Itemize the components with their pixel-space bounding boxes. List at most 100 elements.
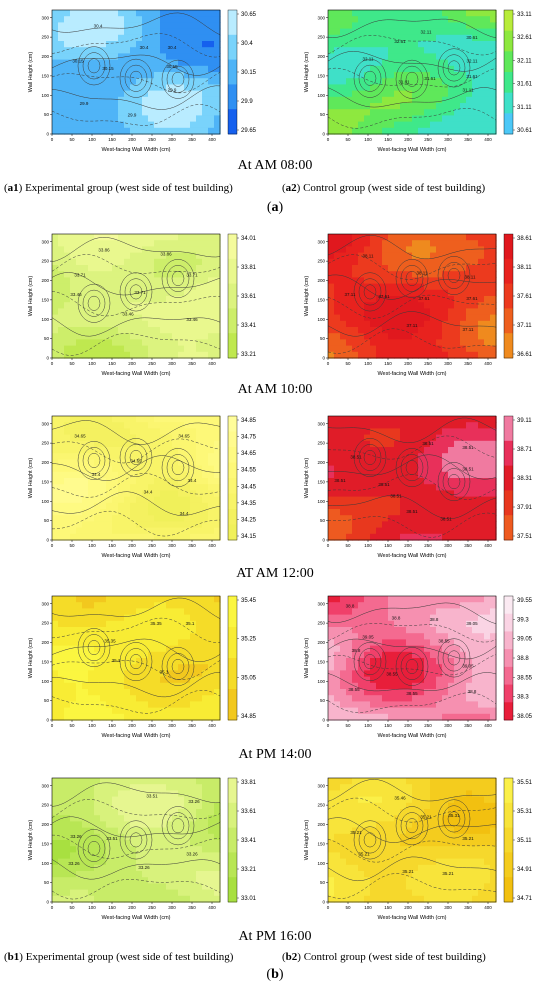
y-tick-label: 300 <box>317 421 325 426</box>
x-axis-label: West-facing Wall Width (cm) <box>377 371 446 377</box>
caption-b1: (b1) Experimental group (west side of te… <box>4 951 234 963</box>
y-tick-label: 200 <box>317 54 325 59</box>
y-axis-label: Wall Height (cm) <box>28 276 34 317</box>
contour-label: 38.51 <box>462 445 474 450</box>
contour-lines <box>51 12 221 126</box>
colorbar-tick-label: 35.11 <box>517 838 532 844</box>
colorbar <box>227 595 238 721</box>
x-tick-label: 300 <box>168 723 176 728</box>
x-tick-label: 100 <box>364 543 372 548</box>
x-tick-label: 300 <box>444 723 452 728</box>
x-tick-label: 0 <box>327 905 330 910</box>
y-tick-label: 300 <box>41 783 49 788</box>
contour-label: 33.51 <box>106 836 118 841</box>
x-tick-label: 100 <box>88 543 96 548</box>
contour-chart-ctl-1200: 38.51 38.51 38.51 38.51 38.51 38.51 38.51 38.51… <box>304 415 533 559</box>
x-tick-label: 150 <box>108 723 116 728</box>
contour-label: 35.1 <box>160 670 169 675</box>
x-tick-label: 100 <box>88 137 96 142</box>
colorbar-tick-label: 38.8 <box>517 656 529 662</box>
contour-chart-ctl-1400: 38.8 38.8 38.8 39.05 39.05 38.8 38.55 39.05 38.5… <box>304 595 533 739</box>
x-tick-label: 350 <box>188 137 196 142</box>
contour-label: 38.8 <box>430 617 439 622</box>
contour-label: 38.51 <box>462 466 474 471</box>
colorbar-tick-label: 34.15 <box>241 534 257 540</box>
colorbar-tick-label: 30.4 <box>241 41 253 47</box>
colorbar <box>503 9 514 135</box>
x-tick-label: 100 <box>364 137 372 142</box>
colorbar-tick-label: 34.85 <box>241 714 257 720</box>
contour-label: 35.35 <box>104 639 116 644</box>
x-tick-label: 400 <box>208 723 216 728</box>
plot-frame <box>51 9 221 135</box>
contour-label: 29.9 <box>168 87 177 92</box>
contour-label: 33.26 <box>68 861 80 866</box>
x-tick-label: 250 <box>148 905 156 910</box>
contour-label: 31.61 <box>466 74 478 79</box>
colorbar <box>227 9 238 135</box>
contour-label: 33.26 <box>138 865 150 870</box>
x-tick-label: 150 <box>384 137 392 142</box>
x-tick-label: 400 <box>484 723 492 728</box>
contour-label: 38.55 <box>386 671 398 676</box>
colorbar-tick-label: 39.05 <box>517 637 533 643</box>
colorbar-tick-label: 33.81 <box>241 780 257 786</box>
time-caption-1600: At PM 16:00 <box>238 929 312 944</box>
contour-label: 37.11 <box>345 292 356 297</box>
colorbar-tick-label: 34.35 <box>241 501 257 507</box>
colorbar-tick-label: 35.25 <box>241 637 257 643</box>
contour-label: 37.11 <box>463 327 474 332</box>
caption-a1: (a1) Experimental group (west side of te… <box>4 182 233 194</box>
y-tick-label: 300 <box>317 15 325 20</box>
y-tick-label: 0 <box>322 356 325 361</box>
contour-label: 33.46 <box>186 317 198 322</box>
colorbar <box>227 777 238 903</box>
colorbar-tick-label: 32.11 <box>517 58 532 64</box>
contour-label: 38.51 <box>390 493 402 498</box>
contour-label: 30.15 <box>166 64 178 69</box>
x-axis-label: West-facing Wall Width (cm) <box>377 733 446 739</box>
contour-label: 38.8 <box>468 689 477 694</box>
y-tick-label: 300 <box>41 601 49 606</box>
colorbar-tick-label: 34.91 <box>517 867 533 873</box>
contour-chart-ctl-1600: 35.46 35.21 35.31 35.21 35.21 35.21 35.21 35.21… <box>304 777 533 921</box>
colorbar-tick-label: 30.15 <box>241 70 257 76</box>
contour-lines <box>327 417 497 538</box>
contour-label: 38.11 <box>417 271 428 276</box>
x-tick-label: 50 <box>345 543 351 548</box>
contour-label: 34.4 <box>180 511 189 516</box>
y-tick-label: 50 <box>44 112 50 117</box>
contour-label: 33.26 <box>188 799 200 804</box>
colorbar-tick-label: 33.81 <box>241 265 257 271</box>
y-tick-label: 100 <box>317 499 325 504</box>
colorbar-tick-label: 37.61 <box>517 294 533 300</box>
contour-label: 33.26 <box>186 852 198 857</box>
contour-label: 32.11 <box>363 56 374 61</box>
x-tick-label: 100 <box>364 361 372 366</box>
colorbar <box>503 233 514 359</box>
contour-label: 29.9 <box>128 113 137 118</box>
y-tick-label: 50 <box>320 112 326 117</box>
y-tick-label: 150 <box>317 73 325 78</box>
contour-label: 32.61 <box>394 39 406 44</box>
y-tick-label: 0 <box>46 132 49 137</box>
colorbar-tick-label: 36.61 <box>517 352 533 358</box>
contour-label: 32.11 <box>467 58 478 63</box>
contour-label: 38.51 <box>422 441 434 446</box>
contour-label: 37.11 <box>407 323 418 328</box>
contour-label: 33.71 <box>74 273 86 278</box>
contour-lines <box>327 779 497 899</box>
y-axis-label: Wall Height (cm) <box>28 638 34 679</box>
y-tick-label: 250 <box>317 441 325 446</box>
contour-label: 30.61 <box>466 35 478 40</box>
contour-label: 38.8 <box>392 615 401 620</box>
y-axis-label: Wall Height (cm) <box>28 52 34 93</box>
x-tick-label: 400 <box>208 905 216 910</box>
x-tick-label: 400 <box>208 137 216 142</box>
contour-label: 34.4 <box>92 472 101 477</box>
colorbar-tick-label: 38.3 <box>517 695 529 701</box>
y-axis-label: Wall Height (cm) <box>28 458 34 499</box>
plot-frame <box>327 415 497 541</box>
colorbar-tick-label: 35.31 <box>517 809 533 815</box>
y-tick-label: 300 <box>317 239 325 244</box>
